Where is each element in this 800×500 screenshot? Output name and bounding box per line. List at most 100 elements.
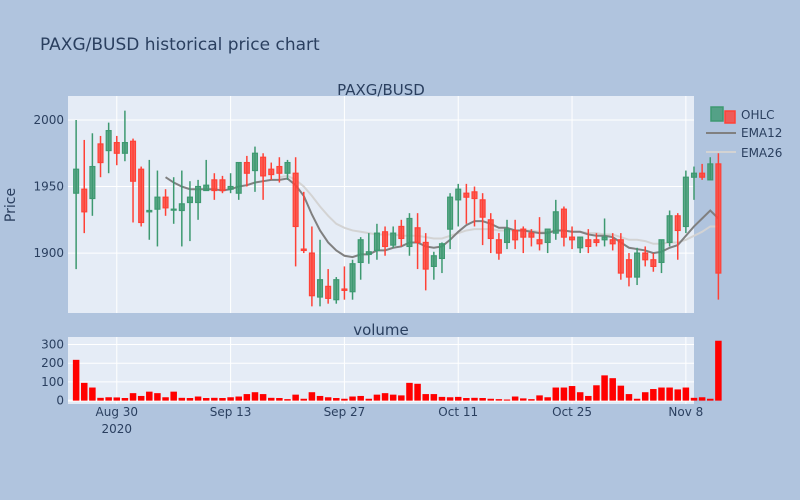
volume-bar bbox=[528, 399, 535, 401]
candle-body bbox=[463, 192, 470, 198]
candle-body bbox=[186, 196, 193, 204]
candle-body bbox=[316, 279, 324, 298]
candle-increasing bbox=[357, 237, 364, 280]
volume-plot-area bbox=[68, 337, 694, 404]
candle-body bbox=[308, 252, 315, 297]
volume-bar bbox=[121, 398, 129, 401]
candle-body bbox=[81, 188, 88, 213]
candle-decreasing bbox=[341, 266, 348, 300]
candle-decreasing bbox=[699, 163, 706, 180]
volume-bar bbox=[406, 382, 413, 401]
candle-body bbox=[487, 219, 494, 240]
candle-decreasing bbox=[382, 226, 389, 256]
volume-bar bbox=[316, 395, 324, 401]
volume-bar bbox=[495, 399, 503, 401]
legend-swatch-decreasing bbox=[724, 110, 736, 124]
x-tick-label: Sep 13 bbox=[210, 405, 252, 419]
legend-label-ohlc: OHLC bbox=[741, 108, 775, 122]
candle-increasing bbox=[178, 170, 185, 247]
volume-bar bbox=[178, 397, 186, 401]
volume-bar bbox=[568, 386, 576, 401]
candle-decreasing bbox=[292, 157, 299, 267]
volume-bar bbox=[414, 383, 421, 401]
candle-increasing bbox=[552, 199, 559, 240]
candle-body bbox=[390, 232, 397, 246]
candle-body bbox=[495, 239, 502, 254]
candle-body bbox=[707, 163, 714, 181]
volume-bar bbox=[137, 395, 145, 401]
x-tick-label: Nov 8 bbox=[668, 405, 703, 419]
candle-body bbox=[520, 228, 527, 238]
candle-body bbox=[138, 168, 145, 224]
volume-y-tick-label: 300 bbox=[41, 337, 64, 351]
volume-bar bbox=[503, 399, 511, 401]
candle-body bbox=[642, 252, 649, 261]
volume-bar bbox=[211, 397, 218, 401]
volume-bar bbox=[479, 398, 486, 401]
candle-decreasing bbox=[162, 189, 169, 216]
volume-bar bbox=[487, 398, 495, 401]
volume-bar bbox=[511, 396, 519, 401]
candle-decreasing bbox=[585, 229, 592, 254]
candle-increasing bbox=[666, 210, 673, 247]
volume-bar bbox=[276, 398, 283, 401]
candle-body bbox=[585, 239, 592, 248]
candle-body bbox=[569, 236, 576, 241]
x-tick-label: Oct 25 bbox=[552, 405, 592, 419]
candle-body bbox=[170, 208, 177, 211]
volume-bar bbox=[333, 398, 340, 401]
volume-bar bbox=[349, 396, 356, 401]
legend-item-ema26[interactable]: EMA26 bbox=[706, 146, 782, 160]
volume-bar bbox=[219, 398, 226, 401]
candle-body bbox=[398, 225, 405, 240]
volume-bar bbox=[72, 359, 80, 401]
candle-body bbox=[203, 184, 210, 192]
candle-increasing bbox=[601, 218, 608, 247]
candle-body bbox=[650, 259, 657, 268]
candle-increasing bbox=[251, 146, 259, 192]
candle-body bbox=[699, 172, 706, 178]
candle-increasing bbox=[235, 161, 242, 200]
candle-body bbox=[365, 251, 372, 256]
candle-body bbox=[455, 188, 462, 201]
candle-body bbox=[357, 239, 364, 264]
candle-body bbox=[276, 165, 283, 174]
candle-decreasing bbox=[495, 233, 502, 260]
volume-bar bbox=[129, 393, 137, 401]
legend-label-ema12: EMA12 bbox=[741, 126, 782, 140]
price-plot-area bbox=[68, 96, 694, 313]
candle-body bbox=[73, 168, 80, 194]
candle-increasing bbox=[455, 183, 462, 227]
chart-title: PAXG/BUSD historical price chart bbox=[40, 35, 320, 55]
candle-decreasing bbox=[528, 229, 535, 247]
candle-body bbox=[349, 263, 356, 293]
candle-increasing bbox=[438, 242, 446, 274]
legend-item-ohlc[interactable]: OHLC bbox=[710, 106, 775, 124]
candle-decreasing bbox=[471, 186, 478, 227]
candle-body bbox=[479, 199, 486, 218]
volume-bar bbox=[707, 398, 714, 401]
candle-body bbox=[536, 239, 543, 245]
legend-label-ema26: EMA26 bbox=[741, 146, 782, 160]
candle-increasing bbox=[170, 177, 177, 224]
volume-bar bbox=[650, 389, 657, 401]
candle-body bbox=[284, 161, 291, 174]
candle-increasing bbox=[690, 166, 698, 200]
candle-body bbox=[634, 252, 641, 278]
candle-body bbox=[300, 248, 307, 252]
candle-increasing bbox=[195, 179, 202, 220]
candle-increasing bbox=[316, 239, 324, 307]
candle-body bbox=[211, 179, 218, 192]
volume-bar bbox=[357, 395, 364, 401]
x-tick-label: Sep 27 bbox=[324, 405, 366, 419]
candle-body bbox=[593, 239, 600, 244]
volume-bar bbox=[609, 378, 616, 401]
volume-bar bbox=[105, 397, 112, 401]
volume-bar bbox=[300, 398, 308, 401]
volume-bar bbox=[146, 391, 153, 401]
candle-decreasing bbox=[300, 191, 307, 254]
candle-increasing bbox=[544, 228, 551, 254]
volume-bar bbox=[259, 394, 267, 401]
candle-decreasing bbox=[97, 135, 104, 178]
legend-item-ema12[interactable]: EMA12 bbox=[706, 126, 782, 140]
